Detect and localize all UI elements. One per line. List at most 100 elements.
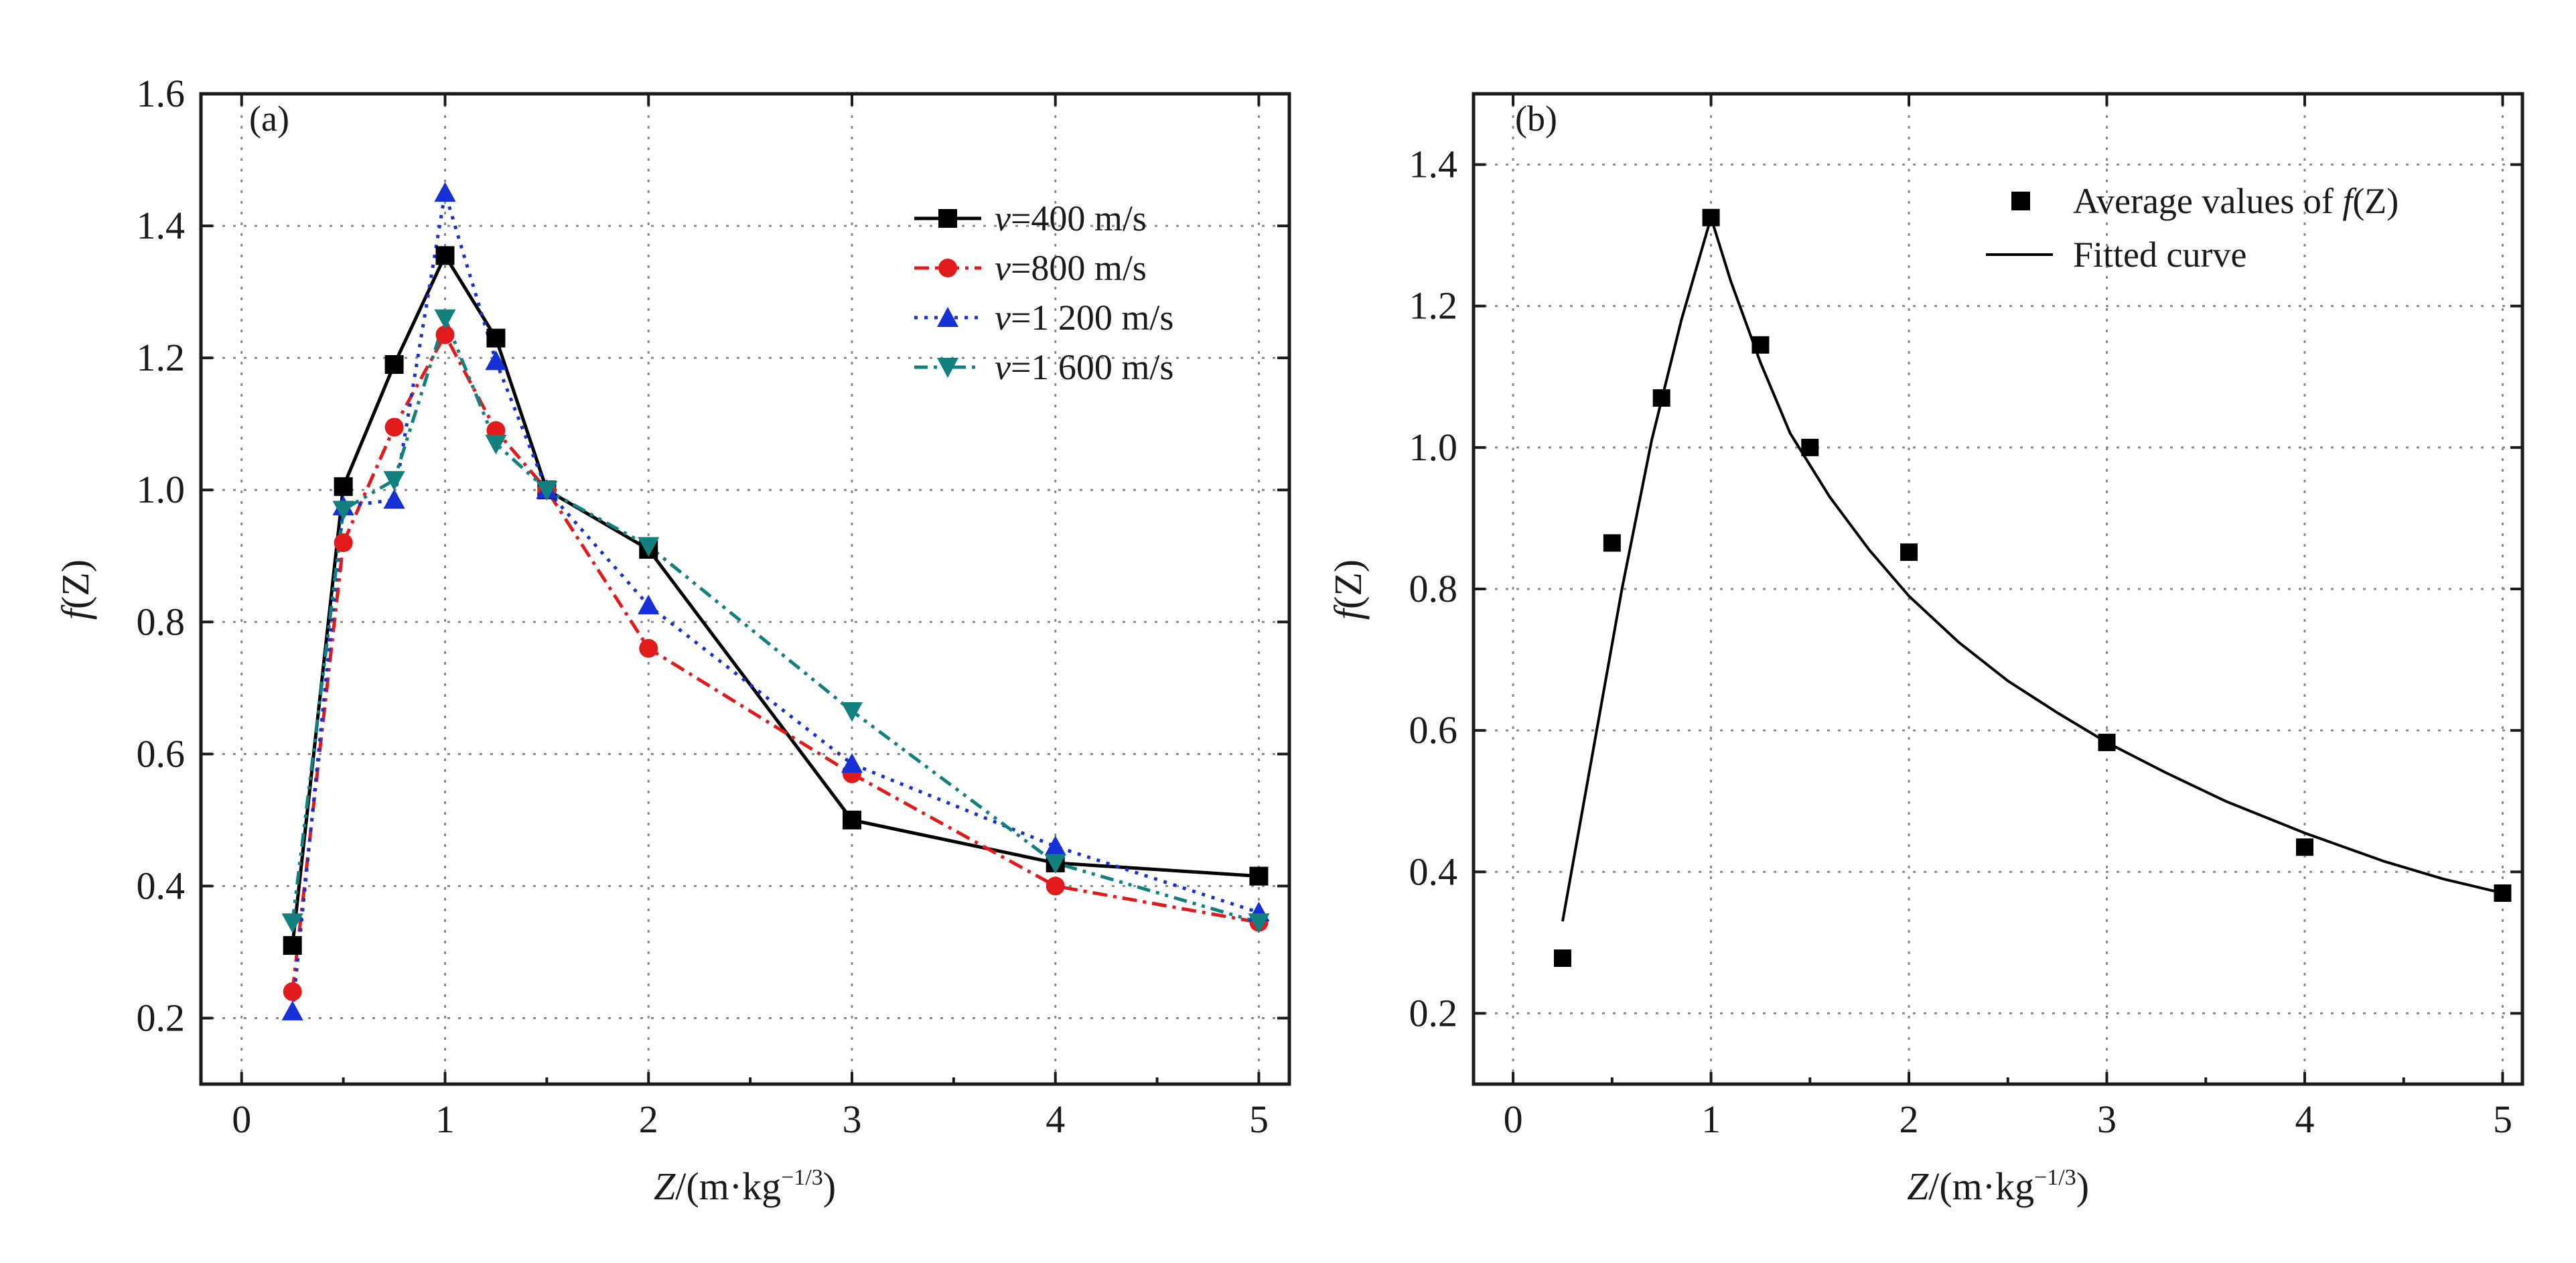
data-point-a-3-2 [383, 471, 405, 491]
data-point-a-0-0 [283, 936, 302, 955]
x-tick-label-b-1: 1 [1701, 1098, 1721, 1141]
data-point-b-2 [1652, 389, 1670, 407]
grid-a [201, 92, 1289, 1084]
y-tick-label-b-2: 0.6 [1409, 708, 1458, 752]
data-point-b-6 [1900, 543, 1918, 561]
legend-item-v1200: v=1 200 m/s [914, 297, 1173, 338]
data-point-a-3-7 [841, 702, 863, 722]
x-tick-label-a-4: 4 [1046, 1098, 1065, 1141]
data-point-b-4 [1751, 336, 1770, 354]
data-point-a-0-9 [1249, 866, 1269, 886]
data-point-a-3-0 [281, 913, 303, 933]
x-axis-title-b: Z/(m·kg−1/3) [1907, 1165, 2089, 1208]
plot-frame-a [199, 92, 1291, 1086]
legend-label-v1600: v=1 600 m/s [995, 347, 1173, 387]
data-point-a-1-8 [1046, 876, 1065, 896]
data-point-a-0-7 [842, 810, 861, 829]
y-tick-label-a-5: 1.2 [137, 336, 186, 379]
x-tick-label-b-0: 0 [1504, 1098, 1523, 1141]
y-tick-label-b-5: 1.2 [1409, 284, 1458, 328]
fitted-curve [1561, 216, 2503, 922]
data-point-b-9 [2494, 884, 2512, 902]
legend-rest-v1600: =1 600 m/s [1011, 347, 1173, 387]
legend-rest-v400: =400 m/s [1011, 198, 1147, 239]
panel-label-a: (a) [249, 98, 289, 139]
data-point-a-0-3 [435, 246, 455, 265]
legend-marker-average-values [2011, 192, 2030, 210]
data-point-a-1-1 [334, 533, 353, 553]
legend-var-v1200: v [995, 297, 1011, 338]
data-point-b-0 [1553, 949, 1571, 968]
grid-b [1474, 94, 2522, 1084]
legend-item-v400: v=400 m/s [914, 198, 1147, 239]
x-tick-label-a-3: 3 [842, 1098, 861, 1141]
y-tick-label-a-6: 1.4 [137, 204, 186, 247]
data-point-a-1-3 [435, 325, 455, 344]
data-point-b-7 [2098, 734, 2116, 752]
legend-label-v400: v=400 m/s [995, 198, 1147, 239]
y-tick-label-b-4: 1.0 [1409, 425, 1458, 469]
y-axis-title-arg-a: (Z) [54, 559, 97, 609]
series-markers-b [1553, 208, 2512, 968]
x-tick-label-a-0: 0 [232, 1098, 251, 1141]
data-point-a-1-2 [384, 417, 404, 437]
y-tick-label-a-0: 0.2 [137, 996, 186, 1039]
tick-labels-a: 0 1 2 3 4 5 0.2 0.4 0.6 0.8 1.0 1.2 1.4 1.6 [137, 72, 1269, 1141]
data-point-a-3-9 [1248, 913, 1270, 933]
y-tick-label-a-3: 0.8 [137, 600, 186, 643]
legend-marker-v1200 [937, 307, 958, 327]
data-point-a-2-0 [281, 1000, 303, 1020]
data-point-a-2-3 [434, 182, 456, 202]
y-axis-title-arg-b: (Z) [1326, 559, 1370, 609]
x-axis-title-var-b: Z [1907, 1165, 1929, 1208]
legend-marker-v800 [938, 259, 957, 277]
data-point-a-2-4 [485, 350, 507, 371]
x-tick-label-a-1: 1 [435, 1098, 455, 1141]
x-axis-title-exp-a: −1/3 [781, 1165, 823, 1190]
x-axis-title-unit-b: /(m·kg [1928, 1165, 2034, 1208]
y-tick-label-a-7: 1.6 [137, 72, 186, 115]
data-point-b-8 [2295, 838, 2313, 856]
ticks-b [1474, 94, 2522, 1084]
series-line-a-0 [291, 253, 1259, 946]
y-tick-label-b-3: 0.8 [1409, 567, 1458, 610]
x-tick-label-b-4: 4 [2295, 1098, 2314, 1141]
series-line-a-2 [291, 191, 1260, 1012]
legend-rest-v800: =800 m/s [1011, 248, 1147, 288]
y-tick-label-a-2: 0.6 [137, 732, 186, 775]
legend-label-fitted-curve: Fitted curve [2073, 235, 2246, 275]
data-point-a-2-2 [383, 488, 405, 509]
legend-rest-v1200: =1 200 m/s [1011, 297, 1173, 338]
series-markers-a [281, 182, 1270, 1020]
data-point-a-3-6 [638, 537, 660, 557]
y-axis-title-a: f(Z) [54, 559, 97, 620]
chart-panel-a: 0 1 2 3 4 50.20.40.60.81.01.21.41.6 (a) v=400… [54, 72, 1291, 1208]
legend-label-v1200: v=1 200 m/s [995, 297, 1173, 338]
legend-b: Average values of f(Z) Fitted curve [1986, 181, 2399, 275]
legend-label-average-values: Average values of f(Z) [2073, 181, 2399, 221]
data-point-a-3-4 [485, 434, 507, 455]
x-axis-title-exp-b: −1/3 [2034, 1165, 2076, 1190]
y-tick-label-b-0: 0.2 [1409, 991, 1458, 1035]
series-lines-a [291, 191, 1260, 1012]
y-tick-label-b-6: 1.4 [1409, 143, 1458, 186]
tick-labels-b: 0 1 2 3 4 5 0.2 0.4 0.6 0.8 1.0 1.2 1.4 [1409, 143, 2512, 1141]
x-axis-title-close-a: ) [823, 1165, 836, 1208]
data-point-b-1 [1603, 534, 1621, 552]
data-point-a-3-3 [434, 309, 456, 330]
data-point-a-1-6 [639, 639, 658, 658]
legend-a: v=400 m/s v=800 m/s v=1 200 m/s v=1 600 … [914, 198, 1173, 387]
x-axis-title-a: Z/(m·kg−1/3) [654, 1165, 836, 1208]
y-tick-label-a-4: 1.0 [137, 468, 186, 511]
series-lines-b [1561, 216, 2503, 922]
data-point-a-2-7 [841, 753, 863, 773]
x-tick-label-a-2: 2 [639, 1098, 658, 1141]
legend-marker-v1600 [937, 358, 958, 378]
legend-item-v800: v=800 m/s [914, 248, 1147, 288]
y-tick-label-b-1: 0.4 [1409, 850, 1458, 893]
x-axis-title-close-b: ) [2076, 1165, 2089, 1208]
panel-label-b: (b) [1515, 98, 1557, 139]
legend-arg-average-values: (Z) [2352, 181, 2399, 221]
x-tick-label-b-2: 2 [1900, 1098, 1919, 1141]
